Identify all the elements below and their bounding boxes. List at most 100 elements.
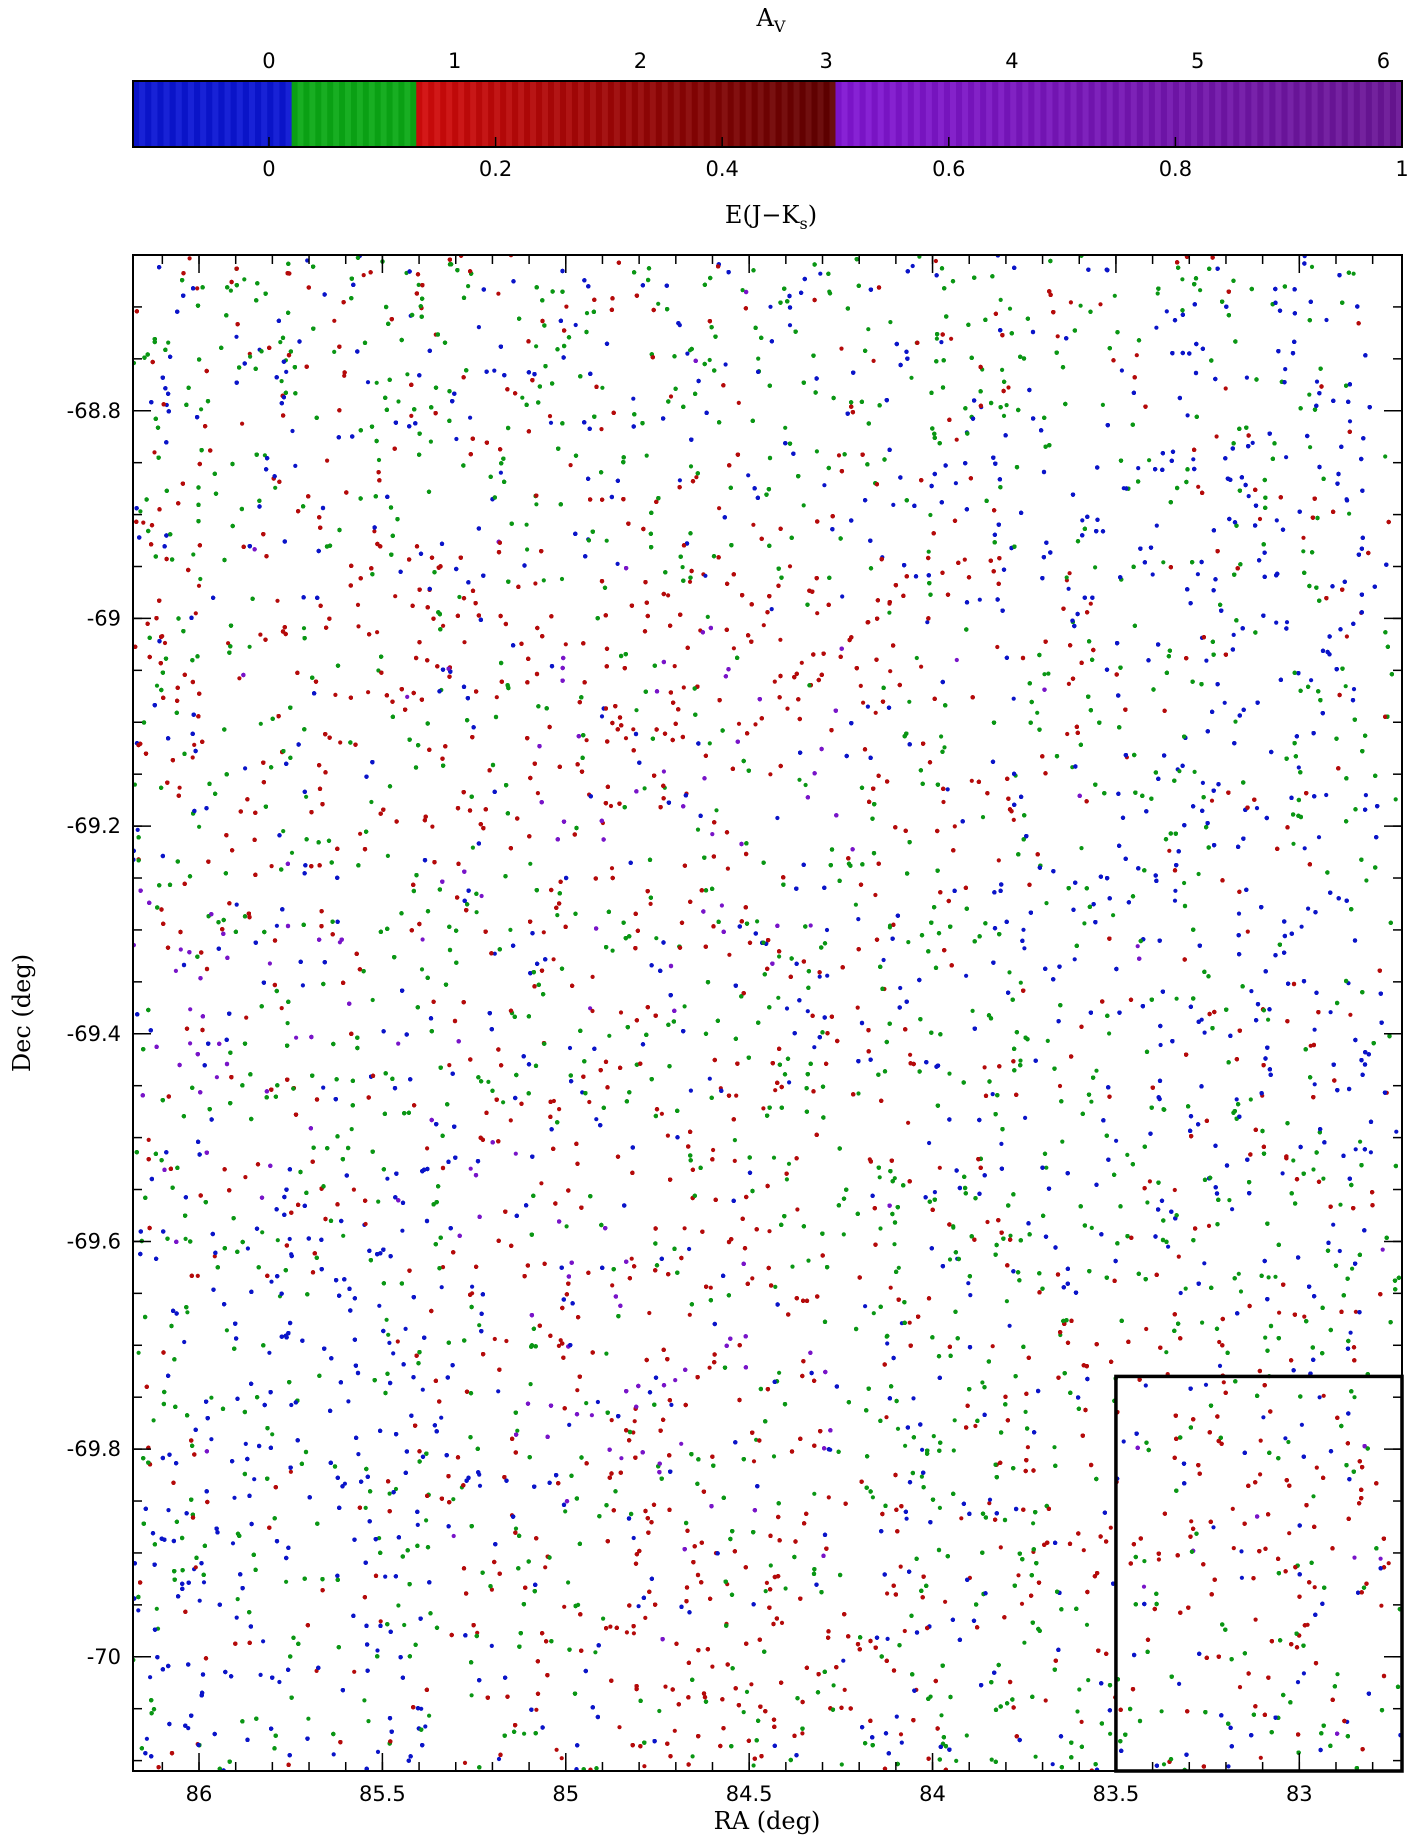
star-point [547, 414, 553, 419]
star-point [615, 561, 620, 567]
star-point [584, 311, 590, 316]
star-point [1296, 765, 1301, 770]
star-point [201, 1580, 207, 1585]
star-point [1311, 1167, 1316, 1172]
star-point [557, 1107, 562, 1112]
colorbar-band-3-step [1341, 81, 1349, 147]
star-point [985, 1219, 990, 1225]
star-point [267, 1350, 272, 1355]
star-point [822, 483, 827, 488]
colorbar-band-2-step [613, 81, 621, 147]
colorbar-band-3-step [901, 81, 909, 147]
star-point [771, 1155, 777, 1160]
star-point [235, 1597, 240, 1602]
star-point [842, 1687, 847, 1692]
star-point [351, 1187, 356, 1192]
star-point [952, 824, 957, 829]
star-point [447, 1063, 452, 1068]
colorbar-band-3-step [1100, 81, 1108, 147]
star-point [1177, 769, 1182, 774]
colorbar-band-3-step [1257, 81, 1264, 147]
star-point [1195, 572, 1200, 577]
star-point [659, 1111, 665, 1116]
star-point [1277, 1310, 1282, 1315]
star-point [1314, 379, 1320, 384]
star-point [305, 258, 310, 263]
star-point [528, 1382, 533, 1387]
star-point [954, 657, 959, 663]
colorbar-band-3-step [1323, 81, 1331, 147]
colorbar-band-3-step [847, 81, 855, 147]
star-point [1045, 1038, 1050, 1043]
colorbar-band-3-step [1148, 81, 1156, 147]
star-point [1347, 511, 1352, 516]
colorbar-band-2-step [649, 81, 657, 147]
star-point [1283, 1436, 1288, 1441]
star-point [682, 1226, 687, 1231]
colorbar-band-0-step [145, 81, 152, 147]
star-point [1182, 880, 1187, 886]
star-point [1177, 1681, 1182, 1686]
star-point [356, 1452, 361, 1457]
star-point [990, 1092, 995, 1097]
star-point [1093, 565, 1098, 570]
star-point [234, 334, 239, 339]
star-point [1019, 1601, 1025, 1606]
colorbar-band-2-step [745, 81, 753, 147]
colorbar-band-1-step [291, 81, 299, 147]
star-point [209, 1395, 214, 1400]
star-point [803, 782, 808, 788]
star-point [954, 1758, 959, 1763]
star-point [284, 1579, 289, 1584]
star-point [1025, 1445, 1030, 1450]
colorbar-band-3-step [1215, 81, 1222, 147]
star-point [1199, 1017, 1204, 1022]
colorbar-top-tick-label: 5 [1191, 49, 1204, 73]
star-point [776, 995, 781, 1000]
colorbar-band-2-step [697, 81, 705, 147]
colorbar-band-2-step [829, 81, 837, 147]
star-point [1164, 1350, 1169, 1355]
colorbar-band-3-step [1347, 81, 1355, 147]
star-point [513, 1151, 518, 1156]
star-point [428, 439, 433, 444]
star-point [508, 1118, 513, 1123]
star-point [212, 1254, 217, 1259]
star-point [400, 1228, 405, 1233]
star-point [151, 1418, 156, 1423]
star-point [1191, 457, 1196, 462]
star-point [987, 1501, 992, 1506]
star-point [1299, 924, 1304, 929]
star-point [138, 509, 143, 514]
colorbar-band-0-step [236, 81, 244, 147]
star-point [396, 1041, 401, 1046]
star-point [590, 974, 595, 980]
star-point [387, 1340, 392, 1345]
star-point [1166, 1244, 1171, 1249]
star-point [468, 415, 473, 420]
colorbar-band-3-step [1010, 81, 1017, 147]
star-point [1335, 1672, 1340, 1677]
colorbar-band-3-step [1022, 81, 1029, 147]
star-point [1011, 696, 1016, 701]
colorbar-band-3-step [853, 81, 861, 147]
star-point [681, 685, 686, 690]
colorbar-bottom-tick-label: 0.2 [479, 157, 512, 181]
colorbar-band-3-step [1058, 81, 1066, 147]
star-point [1089, 1225, 1094, 1230]
star-point [919, 664, 924, 669]
colorbar-band-3-step [1185, 81, 1192, 147]
star-point [1237, 1685, 1243, 1690]
star-point [1254, 806, 1260, 811]
star-point [289, 1402, 294, 1408]
colorbar-band-3-step [1070, 81, 1078, 147]
colorbar-top-tick-label: 6 [1377, 49, 1390, 73]
colorbar-bottom-tick-label: 0 [262, 157, 275, 181]
star-point [608, 1624, 613, 1629]
star-point [680, 565, 685, 570]
star-point [275, 598, 280, 603]
star-point [1239, 1575, 1244, 1580]
star-point [1057, 1083, 1063, 1089]
star-point [243, 766, 248, 771]
star-point [657, 1708, 662, 1714]
